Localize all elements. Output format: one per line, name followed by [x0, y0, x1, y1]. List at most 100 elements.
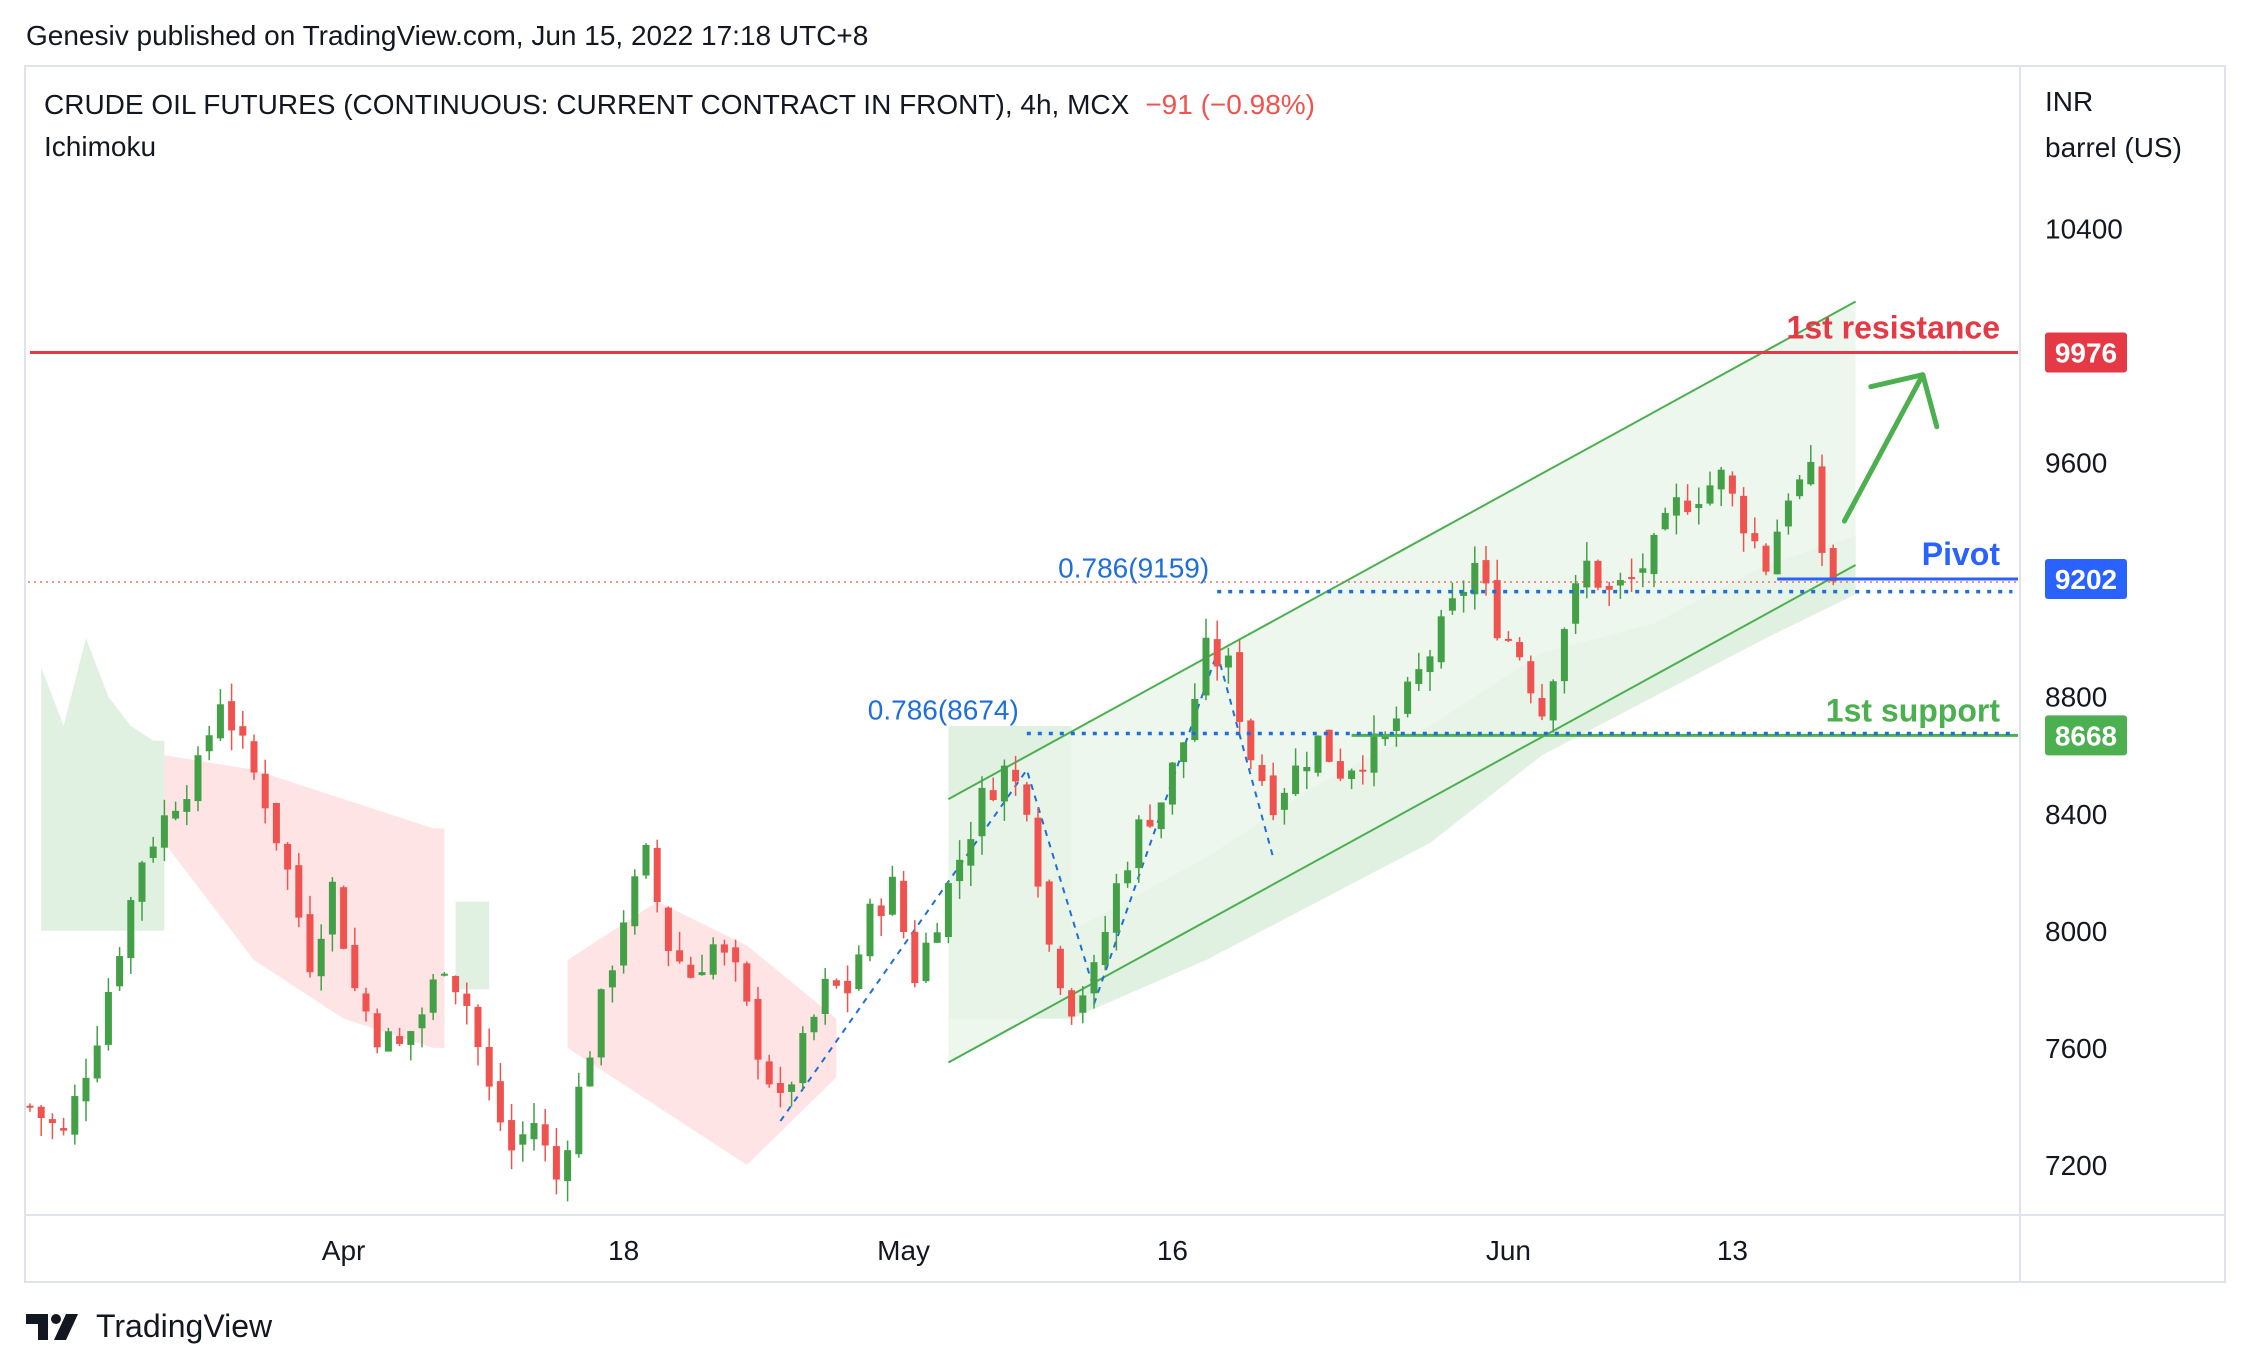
cloud-band — [164, 755, 445, 1048]
candle-body — [1549, 681, 1557, 721]
candle-body — [149, 846, 157, 858]
candle-body — [205, 735, 213, 752]
x-tick-label: 18 — [608, 1235, 639, 1266]
candle-body — [463, 993, 471, 1006]
candle-body — [194, 755, 202, 802]
y-tick-label: 8000 — [2045, 916, 2107, 947]
candle-body — [508, 1120, 516, 1151]
candle-body — [709, 944, 717, 975]
arrow-shaft[interactable] — [1841, 372, 1926, 524]
level-name-label: 1st support — [1826, 692, 2001, 728]
candle-body — [82, 1077, 90, 1102]
candle-body — [720, 944, 728, 953]
candle-body — [754, 998, 762, 1060]
candle-body — [832, 980, 840, 986]
candle-body — [631, 876, 639, 927]
candle-body — [1628, 577, 1636, 580]
candle-body — [1101, 931, 1109, 966]
candle-body — [1471, 562, 1479, 595]
candle-body — [1079, 995, 1087, 1013]
cloud-band — [455, 901, 490, 990]
candle-body — [1303, 767, 1311, 772]
symbol-title: CRUDE OIL FUTURES (CONTINUOUS: CURRENT C… — [44, 89, 1130, 120]
candle-body — [396, 1036, 404, 1044]
candle-body — [687, 964, 695, 978]
candle-body — [138, 862, 146, 902]
arrow-head[interactable] — [1868, 372, 1940, 430]
candle-body — [1773, 531, 1781, 575]
svg-text:CRUDE OIL FUTURES (CONTINUOUS:: CRUDE OIL FUTURES (CONTINUOUS: CURRENT C… — [44, 89, 1315, 120]
time-axis[interactable]: Apr 18 May 16 Jun 13 — [322, 1235, 1748, 1266]
candle-body — [1202, 637, 1210, 696]
candle-body — [440, 973, 448, 976]
candle-body — [1616, 580, 1624, 586]
candle-body — [575, 1086, 583, 1155]
fib-levels: 0.786(9159) 0.786(8674) — [868, 553, 2013, 736]
candle-body — [911, 931, 919, 984]
candle-body — [1605, 585, 1613, 590]
candle-body — [1527, 661, 1535, 694]
candle-body — [1034, 817, 1042, 887]
candle-body — [26, 1105, 34, 1108]
candle-body — [888, 876, 896, 915]
x-tick-label: 13 — [1717, 1235, 1748, 1266]
tradingview-logo[interactable]: TradingView — [26, 1308, 272, 1345]
candle-body — [732, 947, 740, 963]
candle-body — [261, 773, 269, 809]
candle-body — [1426, 656, 1434, 673]
y-tick-label: 7600 — [2045, 1033, 2107, 1064]
candle-body — [1516, 642, 1524, 658]
candle-body — [765, 1061, 773, 1085]
candle-body — [564, 1150, 572, 1182]
currency-label: INR — [2045, 86, 2093, 117]
candle-body — [1639, 568, 1647, 573]
candle-body — [1818, 466, 1826, 553]
price-tag-label: 8668 — [2055, 720, 2117, 751]
candle-body — [1717, 469, 1725, 490]
candle-body — [1090, 962, 1098, 994]
candle-body — [1448, 598, 1456, 611]
candle-body — [1292, 765, 1300, 795]
candle-body — [429, 979, 437, 1013]
price-tag-bg — [2045, 559, 2127, 600]
candle-body — [1437, 616, 1445, 663]
tradingview-logo-icon — [26, 1313, 78, 1340]
candle-body — [1045, 881, 1053, 945]
candle-body — [373, 1013, 381, 1048]
candle-body — [1191, 698, 1199, 741]
price-change: −91 (−0.98%) — [1145, 89, 1315, 120]
candle-body — [1336, 761, 1344, 779]
candle-body — [866, 903, 874, 957]
candle-body — [362, 993, 370, 1012]
candle-body — [1112, 883, 1120, 933]
candle-body — [228, 701, 236, 731]
candle-body — [1560, 629, 1568, 682]
candle-body — [877, 905, 885, 917]
candle-body — [1348, 770, 1356, 779]
candle-body — [1269, 775, 1277, 816]
publish-attribution: Genesiv published on TradingView.com, Ju… — [26, 20, 869, 51]
candle-body — [855, 954, 863, 990]
candle-body — [676, 950, 684, 962]
candle-body — [1728, 475, 1736, 494]
candle-body — [1684, 500, 1692, 513]
candle-body — [485, 1047, 493, 1087]
candle-body — [1415, 669, 1423, 684]
candle-body — [250, 741, 258, 773]
channel-lower-line[interactable] — [947, 564, 1857, 1064]
channel-upper-line[interactable] — [947, 300, 1857, 801]
candle-body — [340, 887, 348, 949]
fib-label: 0.786(9159) — [1058, 553, 1209, 584]
candle-body — [922, 942, 930, 982]
candle-body — [272, 802, 280, 844]
candle-body — [1784, 500, 1792, 527]
price-axis[interactable]: 10400 9600 8800 8400 8000 7600 7200 — [2045, 213, 2123, 1181]
indicator-label[interactable]: Ichimoku — [44, 131, 156, 162]
candle-body — [1762, 545, 1770, 572]
candle-body — [1236, 652, 1244, 722]
candle-body — [306, 914, 314, 973]
candle-body — [597, 989, 605, 1058]
candle-body — [608, 970, 616, 988]
price-tag-bg — [2045, 332, 2127, 373]
